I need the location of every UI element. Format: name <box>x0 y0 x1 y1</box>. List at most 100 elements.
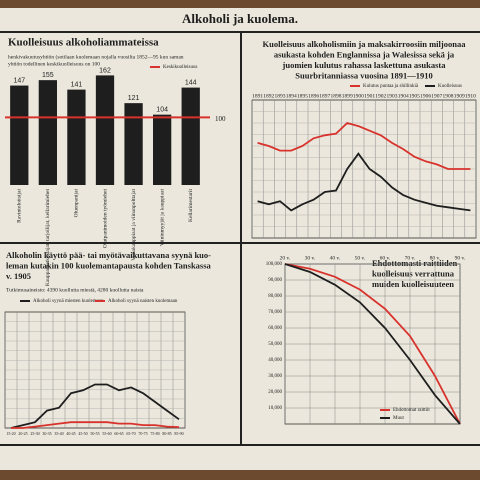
x-tick-label: 1907 <box>431 93 442 99</box>
x-tick-label: 60-65 <box>114 431 123 436</box>
chart-subtitle: yhtiön todellinen keskikuolleisuus on 10… <box>8 61 100 67</box>
y-tick-label: 50,000 <box>268 342 282 347</box>
legend-label: Ehdottomat raittiit <box>393 408 430 413</box>
x-tick-label: 1903 <box>387 93 398 99</box>
bar <box>181 87 200 185</box>
y-tick-label: 60,000 <box>268 326 282 331</box>
chart-subtitle: henkivakuutusyhtiön (sotilaan kuolemaan … <box>8 53 184 60</box>
x-tick-label: 80 v. <box>430 255 441 261</box>
x-tick-label: 1901 <box>364 93 375 99</box>
data-label: 147 <box>13 77 25 84</box>
x-tick-label: 25-30 <box>30 431 39 436</box>
x-tick-label: 1892 <box>263 93 274 99</box>
x-tick-label: 1898 <box>331 93 342 99</box>
legend-label: Kulutus puntaa ja shillinkiä <box>363 84 419 89</box>
x-tick-label: 1897 <box>319 93 330 99</box>
y-tick-label: 70,000 <box>268 310 282 315</box>
y-tick-label: 90,000 <box>268 278 282 283</box>
chart-title: Kuolleisuus alkoholismiin ja maksakirroo… <box>263 39 467 49</box>
chart-title: juomien kulutus rahassa laskettuna asuka… <box>282 60 447 70</box>
bar <box>67 89 86 185</box>
x-tick-label: 40-45 <box>66 431 75 436</box>
x-tick-label: 35-40 <box>54 431 63 436</box>
data-label: 144 <box>185 79 197 86</box>
reference-label: 100 <box>215 115 226 123</box>
x-tick-label: 1902 <box>375 93 386 99</box>
x-tick-label: 20 v. <box>280 255 291 261</box>
bar <box>153 114 172 185</box>
x-tick-label: 85-90 <box>174 431 183 436</box>
x-tick-label: 1894 <box>286 93 297 99</box>
x-tick-label: Kellarimestarit <box>188 189 194 222</box>
chart-title: Ehdottomasti raittiiden <box>372 258 458 268</box>
legend-label: Kuolleisuus <box>438 84 462 89</box>
x-tick-label: Viininmyyjät ja kauppiaat <box>159 189 165 247</box>
x-tick-label: 1891 <box>252 93 263 99</box>
x-tick-label: 75-80 <box>150 431 159 436</box>
series-line <box>10 383 180 429</box>
data-label: 104 <box>156 106 168 113</box>
y-tick-label: 80,000 <box>268 294 282 299</box>
x-tick-label: 50 v. <box>355 255 366 261</box>
series-line <box>11 421 180 429</box>
x-tick-label: 70-75 <box>138 431 147 436</box>
x-tick-label: 45-50 <box>78 431 87 436</box>
bar <box>124 103 143 185</box>
poster-title: Alkoholi ja kuolema. <box>182 11 298 26</box>
series-line <box>257 121 471 170</box>
x-tick-label: 60 v. <box>380 255 391 261</box>
x-tick-label: 1908 <box>443 93 454 99</box>
x-tick-label: 65-70 <box>126 431 135 436</box>
legend-label: Muut <box>393 416 404 421</box>
x-tick-label: 80-85 <box>162 431 171 436</box>
x-tick-label: Viinakauppiaat ja viinanpolttajat <box>131 189 137 261</box>
chart-title: Alkoholin käyttö pää- tai myötävaikuttav… <box>6 250 211 260</box>
chart-title: v. 1905 <box>6 271 31 281</box>
legend-label: Alkoholi syynä naisten kuolemaan <box>108 299 178 304</box>
x-tick-label: 1899 <box>342 93 353 99</box>
chart-title: Suurbritanniassa vuosina 1891—1910 <box>295 70 432 80</box>
chart-title: asukasta kohden Englannissa ja Walesissa… <box>274 49 455 59</box>
chart-title: muiden kuolleisuuteen <box>372 279 454 289</box>
x-tick-label: 1895 <box>297 93 308 99</box>
x-tick-label: 70 v. <box>405 255 416 261</box>
series-line <box>284 263 461 425</box>
x-tick-label: 55-60 <box>102 431 111 436</box>
bar <box>38 80 57 185</box>
bar <box>10 85 29 185</box>
y-tick-label: 20,000 <box>268 390 282 395</box>
chart-title: kuolleisuus verrattuna <box>372 268 455 278</box>
legend-label: Keskikuolleisuus <box>163 65 197 70</box>
bar <box>95 75 115 185</box>
x-tick-label: 50-55 <box>90 431 99 436</box>
x-tick-label: 1900 <box>353 93 364 99</box>
series-line <box>284 263 461 425</box>
y-tick-label: 30,000 <box>268 374 282 379</box>
series-line <box>257 152 471 212</box>
x-tick-label: 30-35 <box>42 431 51 436</box>
data-label: 162 <box>99 67 111 74</box>
x-tick-label: 1893 <box>275 93 286 99</box>
chart-title: Kuolleisuus alkoholiammateissa <box>8 37 159 49</box>
y-tick-label: 40,000 <box>268 358 282 363</box>
x-tick-label: 1910 <box>465 93 476 99</box>
chart-title: leman kutakin 100 kuolemantapausta kohde… <box>6 260 212 270</box>
x-tick-label: 15-20 <box>6 431 15 436</box>
x-tick-label: Kauppamatkustajat, tarjoilijat, kellarim… <box>45 189 51 287</box>
x-tick-label: 20-25 <box>18 431 27 436</box>
x-tick-label: 40 v. <box>330 255 341 261</box>
x-tick-label: 1896 <box>308 93 319 99</box>
legend-label: Alkoholi syynä miesten kuolemaan <box>33 299 104 304</box>
x-tick-label: Oluenpanijat <box>74 189 80 218</box>
x-tick-label: Ravintoloitsijat <box>17 189 23 223</box>
x-tick-label: Olutpanimoiden työmiehet <box>102 189 108 249</box>
data-label: 155 <box>42 72 54 79</box>
x-tick-label: 1909 <box>454 93 465 99</box>
x-tick-label: 1906 <box>420 93 431 99</box>
x-tick-label: 90 v. <box>455 255 466 261</box>
x-tick-label: 30 v. <box>305 255 316 261</box>
y-tick-label: 100,000 <box>266 262 283 267</box>
x-tick-label: 1905 <box>409 93 420 99</box>
